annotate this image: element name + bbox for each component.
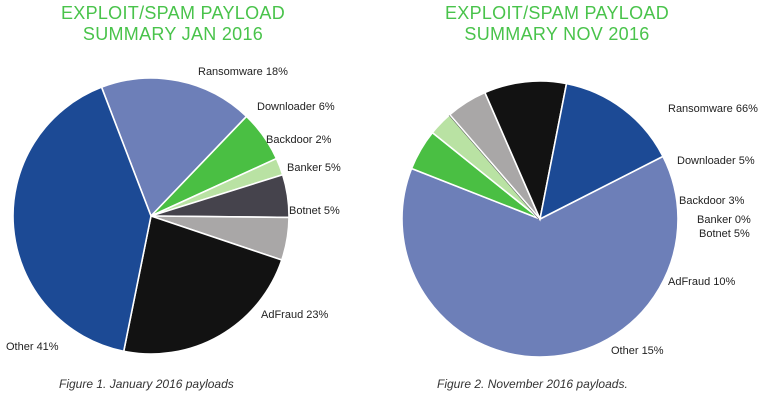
pie-chart-january: Ransomware 18% Downloader 6% Backdoor 2% Ba… [6, 66, 341, 355]
chart-panel-january: EXPLOIT/SPAM PAYLOAD SUMMARY JAN 2016 Ra… [0, 0, 386, 402]
slice-label-ransomware: Ransomware 66% [668, 103, 758, 115]
slice-label-other: Other 15% [611, 345, 664, 357]
slice-label-backdoor: Backdoor 3% [679, 195, 745, 207]
slice-label-botnet: Botnet 5% [699, 228, 750, 240]
chart-subtitle: SUMMARY NOV 2016 [464, 24, 650, 44]
pie-slice-adfraud [122, 214, 283, 355]
pie-slice-other [12, 86, 152, 353]
pie-slice-other [538, 82, 665, 221]
slice-label-backdoor: Backdoor 2% [266, 134, 332, 146]
chart-panel-november: EXPLOIT/SPAM PAYLOAD SUMMARY NOV 2016 Ra… [387, 0, 773, 402]
slice-label-banker: Banker 0% [697, 214, 751, 226]
chart-title: EXPLOIT/SPAM PAYLOAD [60, 3, 286, 23]
figure-caption: Figure 1. January 2016 payloads [59, 377, 234, 391]
pie-slice-ransomware [401, 155, 679, 358]
slice-label-downloader: Downloader 6% [257, 101, 335, 113]
chart-subtitle: SUMMARY JAN 2016 [82, 24, 264, 44]
slice-label-other: Other 41% [6, 341, 59, 353]
slice-label-adfraud: AdFraud 23% [261, 309, 328, 321]
slice-label-downloader: Downloader 5% [677, 155, 755, 167]
slice-label-botnet: Botnet 5% [289, 205, 340, 217]
slice-label-adfraud: AdFraud 10% [668, 276, 735, 288]
figure-caption: Figure 2. November 2016 payloads. [437, 377, 628, 391]
slice-label-banker: Banker 5% [287, 162, 341, 174]
chart-title: EXPLOIT/SPAM PAYLOAD [444, 3, 670, 23]
slice-label-ransomware: Ransomware 18% [198, 66, 288, 78]
pie-chart-november: Ransomware 66% Downloader 5% Backdoor 3% Ba… [401, 80, 758, 358]
